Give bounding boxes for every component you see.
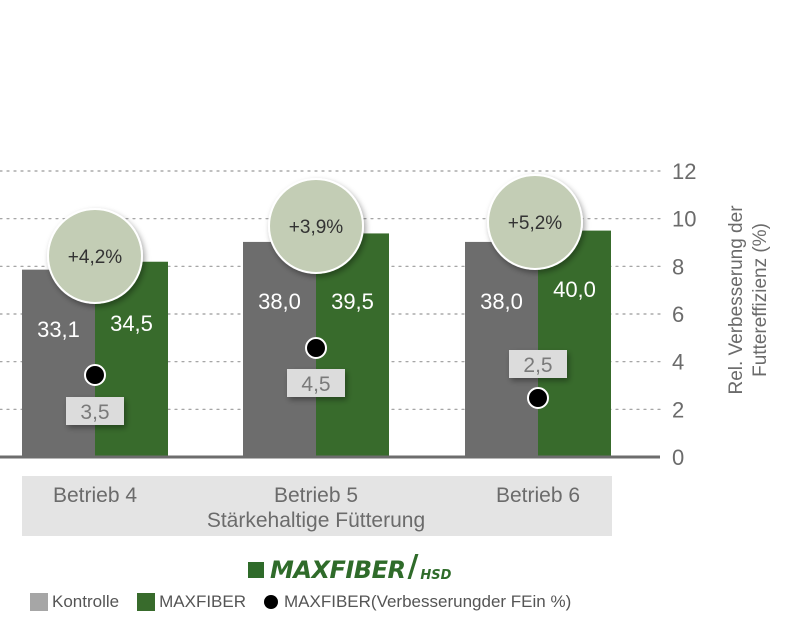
improvement-bubble (268, 178, 364, 274)
logo-text: MAXFIBER (270, 556, 406, 584)
x-tick-label: Betrieb 5 (274, 484, 358, 507)
improvement-bubble-label: +4,2% (68, 247, 123, 268)
y-tick-label: 12 (672, 159, 696, 184)
x-group-label: Stärkehaltige Fütterung (207, 509, 425, 532)
bar-label-maxfiber: 34,5 (110, 311, 153, 336)
legend-item-maxfiber: MAXFIBER (137, 592, 246, 612)
y-tick-label: 0 (672, 445, 684, 470)
y-axis-ticks: 0 2 4 6 8 10 12 (672, 159, 696, 470)
y-tick-label: 8 (672, 254, 684, 279)
y-tick-label: 2 (672, 397, 684, 422)
improvement-point (305, 337, 327, 359)
bar-label-maxfiber: 40,0 (553, 277, 596, 302)
x-axis-labels: Betrieb 4 Betrieb 5 Betrieb 6 Stärkehaltige… (53, 484, 580, 532)
legend: Kontrolle MAXFIBER MAXFIBER(Verbesserung… (30, 592, 589, 612)
bar-kontrolle (465, 241, 538, 457)
x-axis-label-box (22, 476, 612, 536)
improvement-bubble-label: +5,2% (508, 213, 563, 234)
improvement-bubble (487, 174, 583, 270)
improvement-label: 4,5 (301, 373, 330, 396)
bar-label-kontrolle: 33,1 (37, 317, 80, 342)
y-tick-label: 4 (672, 350, 684, 375)
y-tick-label: 10 (672, 207, 696, 232)
y-tick-label: 6 (672, 302, 684, 327)
bar-label-kontrolle: 38,0 (480, 289, 523, 314)
legend-swatch-maxfiber (137, 593, 156, 611)
bar-label-maxfiber: 39,5 (331, 289, 374, 314)
legend-label-maxfiber: MAXFIBER (159, 592, 247, 611)
y-axis-title: Rel. Verbesserung der Futtereffizienz (%) (726, 205, 771, 395)
maxfiber-logo: MAXFIBER / HSD (248, 548, 451, 582)
improvement-label-box (509, 350, 567, 378)
legend-swatch-kontrolle (30, 593, 48, 611)
legend-dot-improvement (264, 595, 279, 609)
bar-kontrolle (243, 241, 316, 457)
legend-label-kontrolle: Kontrolle (52, 592, 120, 611)
logo-slash: / (407, 549, 419, 584)
y-axis-label: Rel. Verbesserung der Futtereffizienz (%) (726, 205, 771, 395)
improvement-points: 3,5 4,5 2,5 (66, 337, 567, 425)
improvement-label: 2,5 (523, 354, 552, 377)
logo-sub: HSD (420, 568, 452, 583)
x-tick-label: Betrieb 6 (496, 484, 580, 507)
y-axis-title-line: Futtereffizienz (%) (750, 223, 771, 377)
improvement-bubble (47, 208, 143, 304)
legend-label-improvement: MAXFIBER(Verbesserungder FEin %) (284, 592, 572, 611)
improvement-bubble-label: +3,9% (289, 217, 344, 238)
x-tick-label: Betrieb 4 (53, 484, 137, 507)
improvement-point (527, 387, 549, 409)
bar-label-kontrolle: 38,0 (258, 289, 301, 314)
improvement-label-box (66, 397, 124, 425)
improvement-label: 3,5 (80, 401, 109, 424)
legend-item-kontrolle: Kontrolle (30, 592, 119, 612)
logo-square (248, 562, 264, 578)
improvement-label-box (287, 369, 345, 397)
bubbles: +4,2% +3,9% +5,2% (47, 174, 583, 304)
improvement-point (84, 364, 106, 386)
bar-maxfiber (538, 230, 611, 457)
legend-item-improvement: MAXFIBER(Verbesserungder FEin %) (264, 592, 571, 612)
y-axis-title-line: Rel. Verbesserung der (726, 205, 747, 395)
